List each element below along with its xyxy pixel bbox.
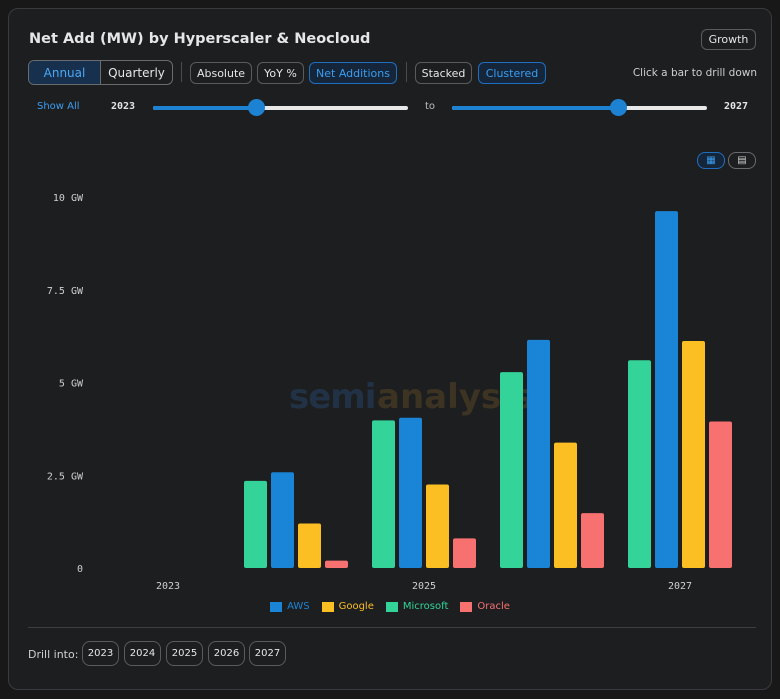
range-start-handle[interactable] [248, 99, 265, 116]
legend-item-microsoft[interactable]: Microsoft [385, 601, 448, 612]
drill-label: Drill into: [28, 648, 79, 661]
chart-panel: Net Add (MW) by Hyperscaler & Neocloud G… [8, 8, 772, 690]
legend: AWS Google Microsoft Oracle [9, 601, 771, 612]
drill-hint: Click a bar to drill down [632, 67, 757, 79]
bar-google-2027[interactable] [682, 340, 705, 568]
drill-chip-2025[interactable]: 2025 [166, 641, 203, 666]
bar-oracle-2025[interactable] [453, 538, 476, 568]
drill-chip-2023[interactable]: 2023 [82, 641, 119, 666]
legend-item-aws[interactable]: AWS [270, 601, 310, 612]
bar-google-2026[interactable] [554, 442, 577, 568]
range-start-label: 2023 [111, 101, 136, 112]
watermark-logo: semi [289, 377, 376, 417]
clustered-button[interactable]: Clustered [478, 62, 546, 84]
yoy-button[interactable]: YoY % [257, 62, 304, 84]
range-to-label: to [425, 101, 436, 112]
bar-aws-2024[interactable] [271, 472, 294, 568]
drill-chip-2024[interactable]: 2024 [124, 641, 161, 666]
bar-microsoft-2025[interactable] [372, 420, 395, 568]
bar-aws-2027[interactable] [655, 211, 678, 568]
period-toggle: Annual Quarterly [28, 60, 173, 85]
bar-google-2024[interactable] [298, 523, 321, 568]
range-end-handle[interactable] [610, 99, 627, 116]
net-additions-button[interactable]: Net Additions [309, 62, 397, 84]
legend-item-google[interactable]: Google [321, 601, 374, 612]
bar-microsoft-2024[interactable] [244, 480, 267, 568]
quarterly-tab[interactable]: Quarterly [108, 65, 165, 80]
chart-title: Net Add (MW) by Hyperscaler & Neocloud [29, 31, 371, 47]
show-all-link[interactable]: Show All [37, 101, 80, 112]
toolbar-divider [406, 62, 407, 82]
y-tick-label: 0 [77, 564, 83, 575]
divider [28, 627, 756, 628]
y-tick-label: 7.5 GW [47, 286, 84, 297]
legend-item-oracle[interactable]: Oracle [460, 601, 510, 612]
bar-chart: 0 2.5 GW 5 GW 7.5 GW 10 GW 2023 2025 2027 [47, 193, 732, 592]
y-tick-label: 2.5 GW [47, 471, 84, 482]
bar-google-2025[interactable] [426, 484, 449, 568]
stacked-button[interactable]: Stacked [415, 62, 472, 84]
toolbar-divider [181, 62, 182, 82]
bar-oracle-2026[interactable] [581, 513, 604, 568]
bar-microsoft-2027[interactable] [628, 360, 651, 568]
bar-oracle-2027[interactable] [709, 421, 732, 568]
bar-aws-2026[interactable] [527, 339, 550, 568]
bar-oracle-2024[interactable] [325, 560, 348, 568]
range-end-label: 2027 [724, 101, 749, 112]
drill-chip-2026[interactable]: 2026 [208, 641, 245, 666]
absolute-button[interactable]: Absolute [190, 62, 252, 84]
x-tick-label: 2027 [668, 581, 692, 592]
y-tick-label: 10 GW [53, 193, 84, 204]
range-end-slider[interactable] [452, 99, 707, 116]
x-tick-label: 2023 [156, 581, 180, 592]
drill-chip-2027[interactable]: 2027 [249, 641, 286, 666]
bar-microsoft-2026[interactable] [500, 372, 523, 568]
y-tick-label: 5 GW [59, 379, 84, 390]
annual-tab[interactable]: Annual [29, 61, 101, 84]
x-tick-label: 2025 [412, 581, 436, 592]
table-view-icon[interactable]: ▤ [728, 152, 756, 169]
range-start-slider[interactable] [153, 99, 408, 116]
grid-view-icon[interactable]: ▦ [697, 152, 725, 169]
growth-button[interactable]: Growth [701, 29, 756, 50]
bar-aws-2025[interactable] [399, 417, 422, 568]
